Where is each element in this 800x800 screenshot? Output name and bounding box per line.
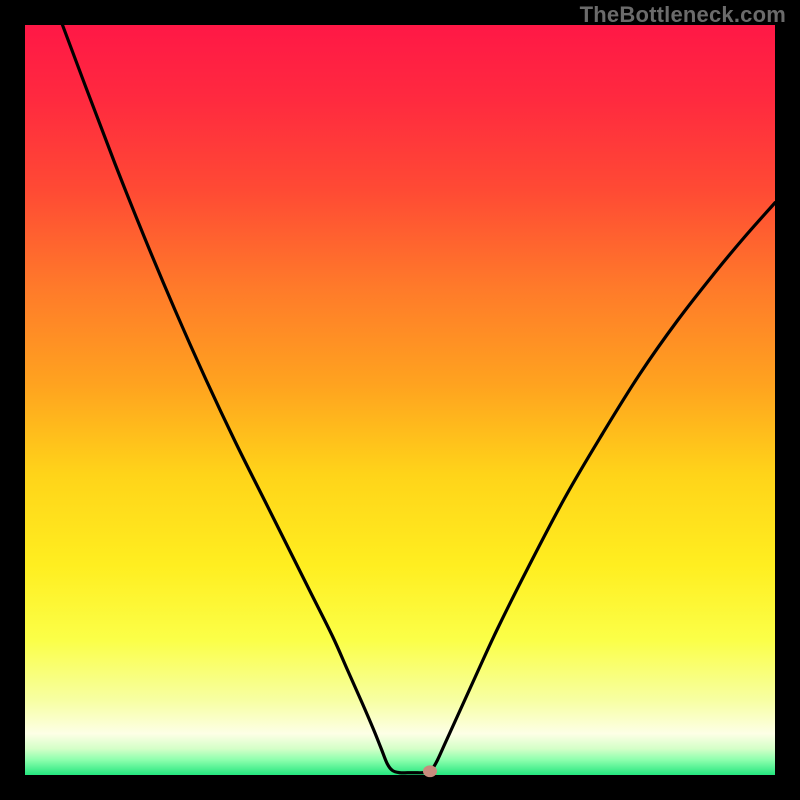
plot-background [25, 25, 775, 775]
attribution-label: TheBottleneck.com [580, 2, 786, 28]
optimal-point-marker [424, 766, 437, 777]
bottleneck-chart [0, 0, 800, 800]
